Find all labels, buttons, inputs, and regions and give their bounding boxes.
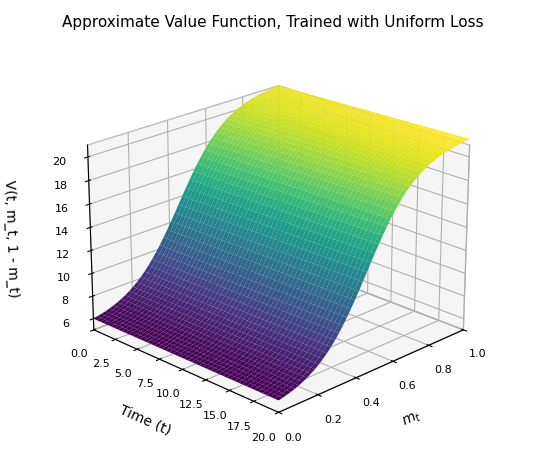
X-axis label: $m_t$: $m_t$ — [400, 409, 424, 431]
Y-axis label: Time (t): Time (t) — [117, 402, 173, 438]
Title: Approximate Value Function, Trained with Uniform Loss: Approximate Value Function, Trained with… — [62, 15, 484, 30]
